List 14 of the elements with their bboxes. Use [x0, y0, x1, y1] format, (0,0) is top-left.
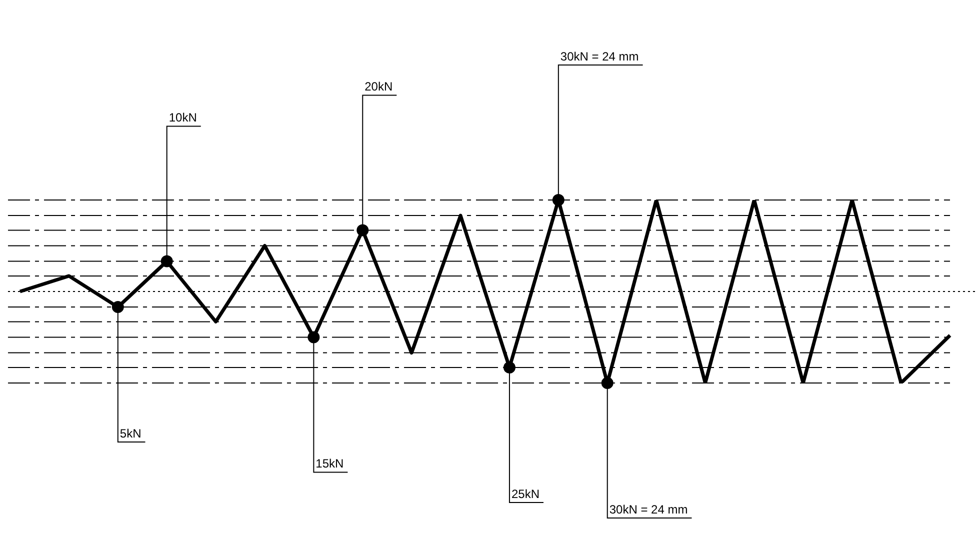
text: 25kN	[511, 486, 540, 501]
text: 10kN	[168, 110, 197, 125]
point	[503, 361, 516, 374]
point	[160, 255, 173, 268]
text: 30kN = 24 mm	[560, 49, 639, 64]
text: 15kN	[316, 456, 344, 471]
text: 5kN	[120, 426, 142, 440]
point	[552, 194, 564, 206]
point	[308, 331, 320, 344]
point	[356, 224, 369, 236]
point	[112, 301, 124, 314]
point	[601, 377, 614, 389]
text: 30kN = 24 mm	[609, 502, 688, 516]
text: 20kN	[364, 80, 393, 94]
